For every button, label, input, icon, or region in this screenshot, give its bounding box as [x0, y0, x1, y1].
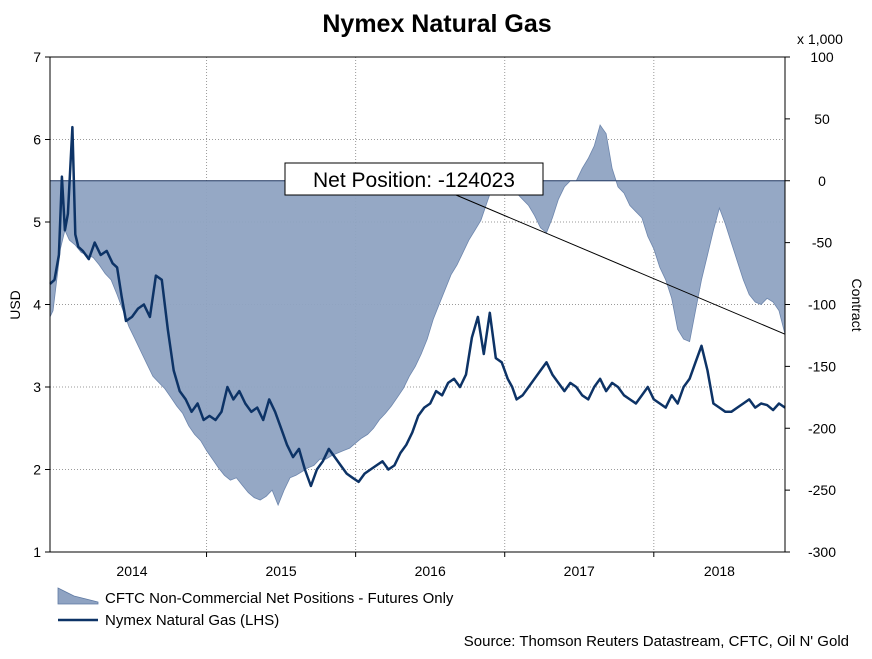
- callout-text: Net Position: -124023: [313, 169, 515, 192]
- legend-label-natural-gas: Nymex Natural Gas (LHS): [105, 612, 279, 629]
- y2-multiplier-label: x 1,000: [797, 31, 843, 47]
- x-tick-label: 2018: [704, 563, 735, 579]
- net-positions-area: [49, 124, 786, 507]
- y2-tick-label: 50: [814, 111, 830, 127]
- y-tick-label: 2: [33, 462, 41, 478]
- plot-area: 1 2 3 4 5 6 7 100 50 0 -50 -100 -150 -200 -250 -300 2014…: [33, 49, 836, 579]
- y2-tick-label: 0: [818, 173, 826, 189]
- y2-tick-label: -50: [812, 235, 832, 251]
- x-tick-label: 2017: [564, 563, 595, 579]
- x-tick-label: 2016: [415, 563, 446, 579]
- y-tick-label: 7: [33, 49, 41, 65]
- legend-label-net-positions: CFTC Non-Commercial Net Positions - Futu…: [105, 590, 454, 607]
- y2-tick-label: 100: [810, 49, 834, 65]
- y-tick-label: 5: [33, 214, 41, 230]
- y2-tick-label: -300: [808, 544, 836, 560]
- y-tick-label: 6: [33, 132, 41, 148]
- x-tick-label: 2014: [116, 563, 147, 579]
- y2-axis-label: Contract: [849, 279, 865, 332]
- y2-tick-label: -250: [808, 482, 836, 498]
- source-note: Source: Thomson Reuters Datastream, CFTC…: [464, 633, 849, 650]
- y-tick-label: 3: [33, 379, 41, 395]
- y2-tick-label: -150: [808, 358, 836, 374]
- legend: CFTC Non-Commercial Net Positions - Futu…: [57, 587, 454, 629]
- x-tick-label: 2015: [266, 563, 297, 579]
- legend-swatch-area: [57, 587, 99, 605]
- y2-tick-label: -200: [808, 420, 836, 436]
- y-axis-label: USD: [7, 290, 23, 320]
- chart-title: Nymex Natural Gas: [322, 10, 551, 38]
- natural-gas-line: [49, 125, 786, 488]
- callout-box: [284, 162, 544, 196]
- y-tick-label: 4: [33, 297, 41, 313]
- callout-leader-line: [455, 194, 786, 335]
- y2-tick-label: -100: [808, 297, 836, 313]
- y-tick-label: 1: [33, 544, 41, 560]
